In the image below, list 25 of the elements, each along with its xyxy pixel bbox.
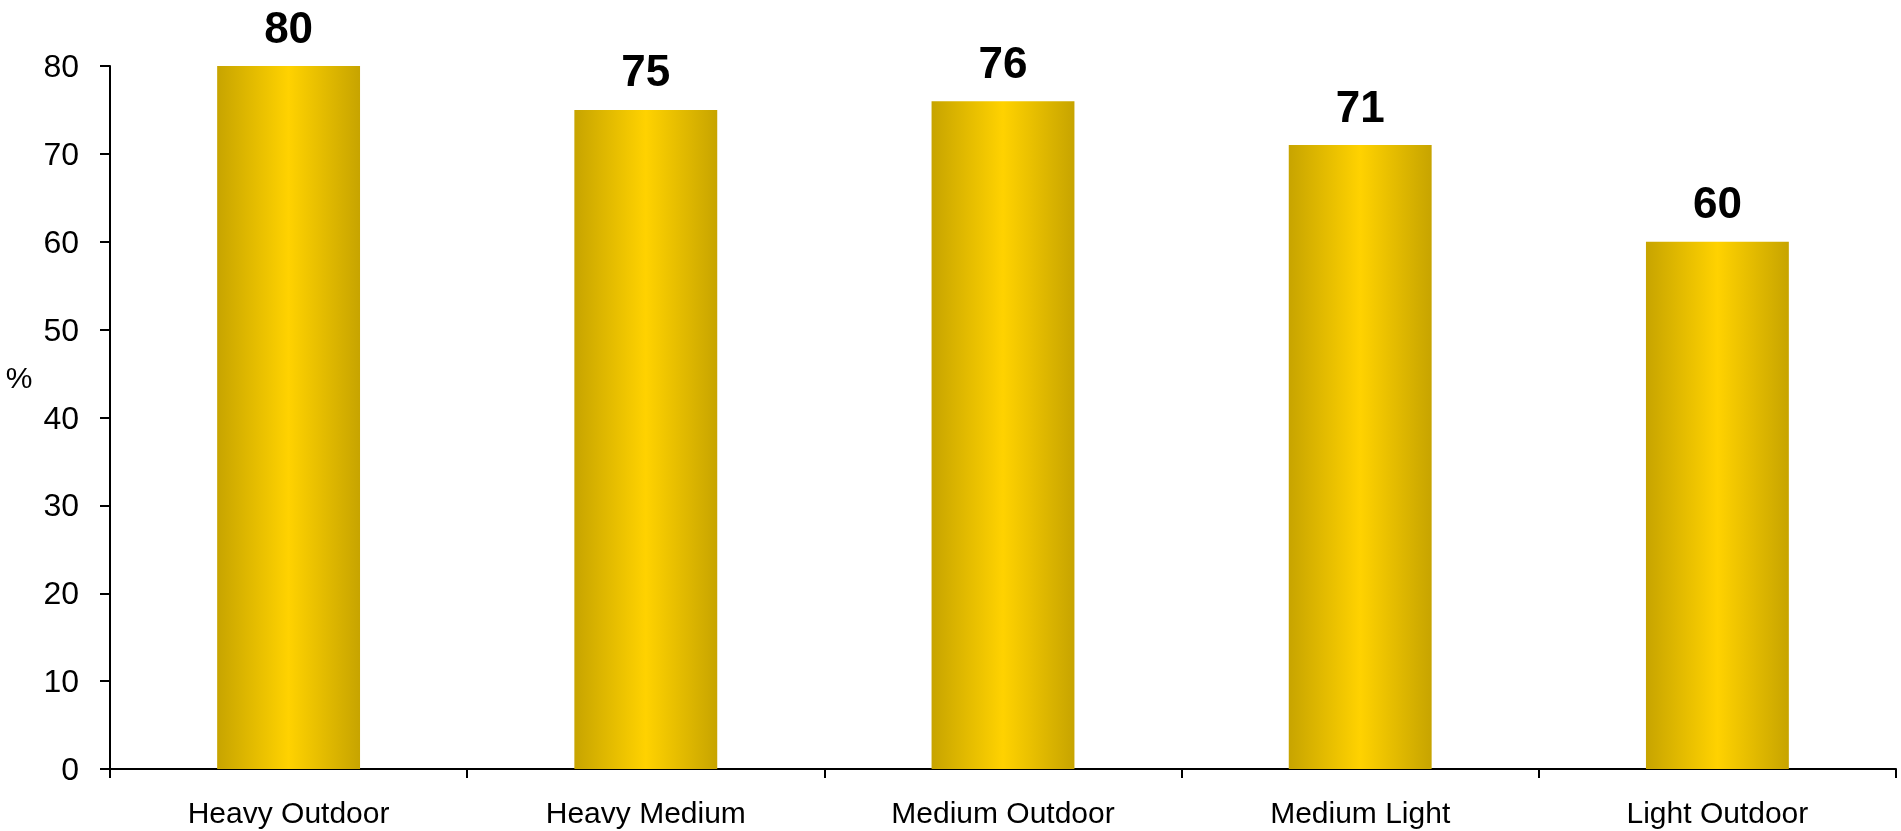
bar (1288, 145, 1432, 769)
data-label: 60 (1692, 178, 1742, 228)
y-tick-label: 40 (43, 399, 79, 436)
data-label: 76 (978, 37, 1028, 87)
data-label: 75 (621, 46, 671, 96)
x-tick-label: Heavy Outdoor (187, 795, 390, 829)
y-tick-label: 0 (61, 751, 79, 787)
y-tick-label: 10 (43, 663, 79, 700)
bar (217, 66, 361, 769)
x-tick-label: Light Outdoor (1626, 795, 1809, 829)
y-tick-label: 70 (43, 135, 79, 172)
bar (574, 109, 718, 769)
bar (931, 101, 1075, 769)
y-axis-title: % (5, 360, 33, 394)
y-tick-label: 60 (43, 223, 79, 260)
x-tick-label: Medium Light (1270, 795, 1451, 829)
data-label: 71 (1335, 81, 1385, 131)
y-tick-label: 80 (43, 48, 79, 84)
y-tick-label: 50 (43, 311, 79, 348)
x-tick-label: Heavy Medium (545, 795, 746, 829)
y-tick-label: 20 (43, 575, 79, 612)
x-tick-label: Medium Outdoor (891, 795, 1115, 829)
bar (1645, 241, 1789, 769)
y-tick-label: 30 (43, 487, 79, 524)
data-label: 80 (264, 2, 314, 52)
